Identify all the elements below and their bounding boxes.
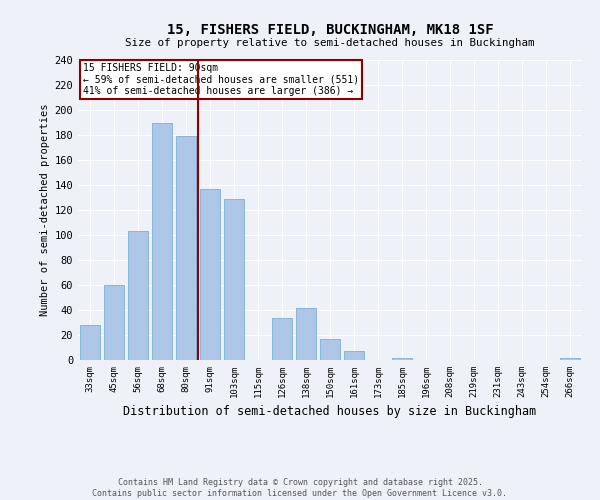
Bar	[560, 358, 580, 360]
Bar	[272, 318, 292, 360]
Bar	[80, 325, 100, 360]
Bar	[344, 351, 364, 360]
Bar	[224, 198, 244, 360]
Y-axis label: Number of semi-detached properties: Number of semi-detached properties	[40, 104, 50, 316]
Text: Contains HM Land Registry data © Crown copyright and database right 2025.
Contai: Contains HM Land Registry data © Crown c…	[92, 478, 508, 498]
Text: 15 FISHERS FIELD: 90sqm
← 59% of semi-detached houses are smaller (551)
41% of s: 15 FISHERS FIELD: 90sqm ← 59% of semi-de…	[83, 63, 359, 96]
Bar	[296, 308, 316, 360]
X-axis label: Distribution of semi-detached houses by size in Buckingham: Distribution of semi-detached houses by …	[124, 406, 536, 418]
Text: Size of property relative to semi-detached houses in Buckingham: Size of property relative to semi-detach…	[125, 38, 535, 48]
Bar	[392, 358, 412, 360]
Bar	[104, 285, 124, 360]
Bar	[128, 231, 148, 360]
Bar	[200, 188, 220, 360]
Bar	[320, 339, 340, 360]
Bar	[176, 136, 196, 360]
Bar	[152, 122, 172, 360]
Text: 15, FISHERS FIELD, BUCKINGHAM, MK18 1SF: 15, FISHERS FIELD, BUCKINGHAM, MK18 1SF	[167, 22, 493, 36]
